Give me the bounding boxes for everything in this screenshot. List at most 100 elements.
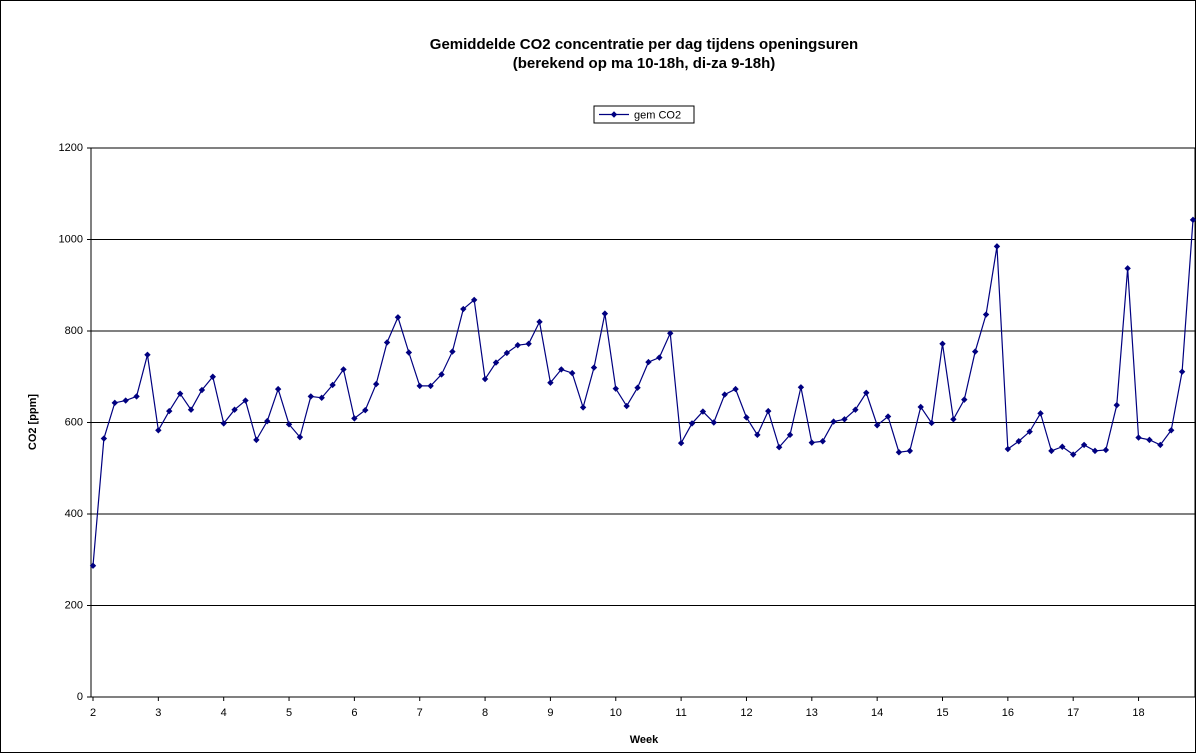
data-point: [601, 310, 609, 317]
data-point: [514, 341, 521, 349]
data-point: [285, 421, 293, 428]
x-tick-label: 11: [675, 707, 686, 719]
data-point: [1069, 451, 1077, 458]
data-point: [1113, 401, 1120, 409]
data-point: [863, 389, 870, 396]
data-point: [296, 433, 304, 441]
data-point: [416, 382, 423, 390]
x-tick-label: 6: [351, 707, 357, 719]
data-point: [1135, 434, 1142, 441]
data-point: [721, 391, 728, 398]
y-tick-label: 0: [77, 691, 83, 703]
data-point: [634, 384, 641, 391]
data-point: [198, 386, 206, 394]
data-point: [1146, 436, 1153, 444]
data-point: [340, 366, 347, 373]
data-point: [1178, 368, 1186, 375]
data-point: [743, 414, 750, 421]
data-point: [677, 439, 685, 447]
data-point: [166, 407, 173, 415]
y-tick-label: 1000: [59, 233, 83, 245]
data-point: [503, 349, 511, 357]
data-point: [906, 447, 914, 455]
legend-box: [593, 105, 695, 124]
data-point: [590, 364, 598, 371]
data-point: [427, 382, 434, 390]
data-point: [895, 449, 903, 456]
x-tick-label: 7: [417, 707, 423, 719]
x-tick-label: 17: [1067, 707, 1079, 719]
data-point: [1048, 447, 1055, 455]
x-tick-label: 16: [1002, 707, 1014, 719]
data-point: [133, 393, 140, 400]
data-point: [950, 416, 957, 423]
data-point: [209, 373, 217, 380]
data-point: [971, 348, 979, 355]
data-point: [569, 369, 576, 377]
data-point: [362, 406, 369, 414]
data-point: [492, 359, 500, 366]
data-point: [351, 415, 358, 422]
data-point: [481, 375, 489, 383]
chart-title: Gemiddelde CO2 concentratie per dag tijd…: [430, 36, 858, 53]
data-point: [394, 314, 402, 321]
data-point: [122, 397, 129, 404]
data-point: [372, 380, 380, 388]
data-point: [623, 402, 630, 410]
data-point: [1015, 438, 1022, 445]
data-point: [786, 431, 794, 439]
data-point: [797, 384, 805, 391]
data-point: [612, 385, 619, 392]
x-tick-label: 18: [1132, 707, 1144, 719]
data-point: [264, 417, 271, 425]
x-tick-label: 10: [610, 707, 622, 719]
data-point: [274, 385, 282, 393]
data-point: [732, 385, 739, 393]
data-point: [1004, 445, 1012, 453]
y-tick-label: 1200: [59, 142, 83, 154]
y-tick-label: 600: [65, 416, 83, 428]
data-point: [699, 408, 707, 415]
x-tick-label: 2: [90, 707, 96, 719]
data-point: [1189, 216, 1196, 224]
data-point: [460, 305, 467, 313]
data-point: [1168, 427, 1175, 434]
data-point: [884, 413, 892, 420]
x-tick-label: 12: [740, 707, 752, 719]
data-point: [187, 406, 195, 413]
data-point: [1026, 428, 1033, 435]
data-point: [242, 397, 249, 404]
data-point: [917, 403, 924, 411]
x-tick-label: 5: [286, 707, 292, 719]
x-tick-label: 13: [806, 707, 818, 719]
data-point: [961, 396, 968, 403]
x-tick-label: 8: [482, 707, 488, 719]
x-tick-label: 4: [221, 707, 227, 719]
data-point: [808, 439, 816, 446]
data-point: [775, 444, 783, 451]
data-point: [405, 349, 413, 356]
data-point: [89, 562, 97, 569]
data-point: [982, 311, 990, 318]
chart-subtitle: (berekend op ma 10-18h, di-za 9-18h): [513, 55, 776, 72]
data-point: [307, 393, 315, 400]
data-point: [765, 407, 772, 415]
x-tick-label: 9: [547, 707, 553, 719]
data-point: [253, 436, 260, 444]
data-point: [928, 419, 935, 427]
data-point: [710, 419, 717, 426]
y-axis-title: CO2 [ppm]: [27, 394, 39, 451]
y-tick-label: 800: [65, 325, 83, 337]
data-point: [1102, 446, 1110, 454]
data-point: [100, 435, 108, 442]
data-point: [383, 339, 391, 346]
data-point: [656, 354, 663, 361]
data-point: [1124, 265, 1131, 272]
data-point: [318, 394, 325, 401]
legend-label: gem CO2: [634, 109, 681, 121]
data-point: [579, 404, 587, 411]
y-tick-label: 200: [65, 599, 83, 611]
data-point: [536, 318, 543, 326]
